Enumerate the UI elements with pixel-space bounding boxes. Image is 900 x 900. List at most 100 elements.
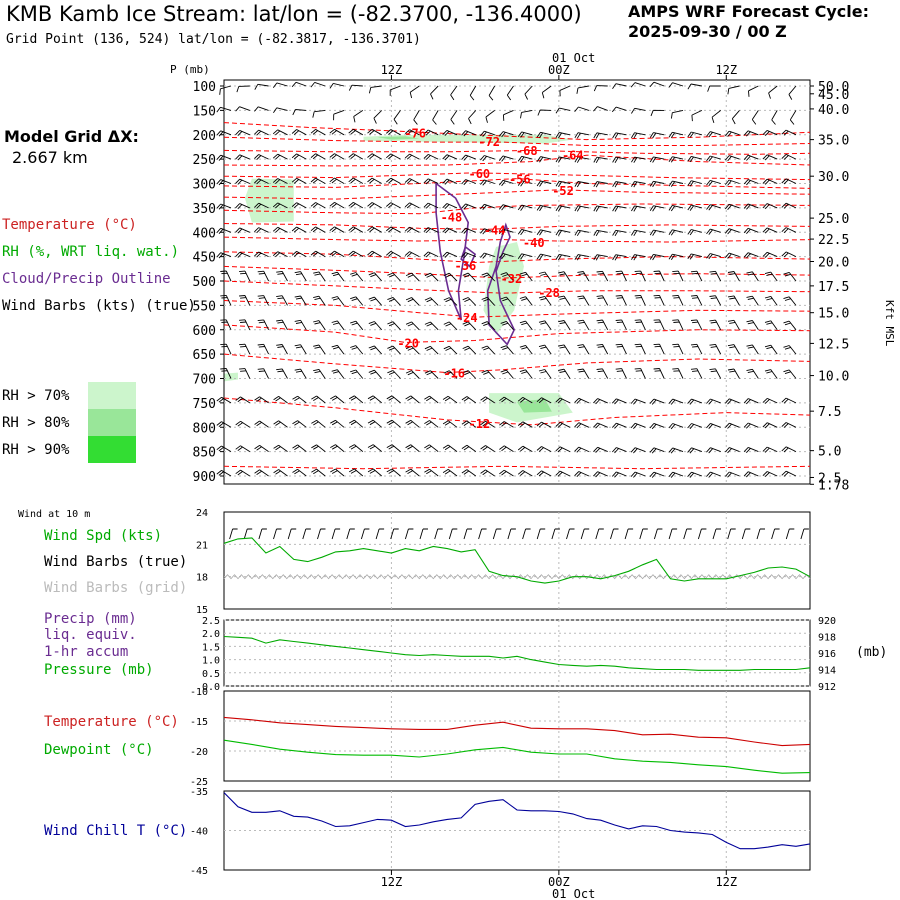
wind-barb-17 bbox=[541, 85, 552, 99]
wind-barb-48 bbox=[537, 109, 552, 116]
wind-barb-222 bbox=[310, 250, 326, 257]
wind-barb-237 bbox=[593, 254, 608, 261]
wind-barb-211 bbox=[687, 229, 703, 236]
surface-wind-barb-2 bbox=[258, 528, 267, 540]
wind-barb-335 bbox=[690, 319, 703, 331]
legend-precip: Precip (mm) bbox=[44, 611, 137, 627]
wind-barb-360 bbox=[577, 344, 590, 355]
wind-barb-515 bbox=[574, 471, 590, 478]
wind-barb-185 bbox=[781, 202, 797, 209]
pressure-axis-label: P (mb) bbox=[170, 63, 210, 76]
wind-barb-14 bbox=[488, 85, 496, 101]
wind-barb-5 bbox=[310, 81, 326, 88]
temp-contour-20 bbox=[223, 324, 811, 343]
temp-contour-12 bbox=[223, 397, 811, 426]
wind-barb-422 bbox=[574, 397, 590, 404]
wind-barb-83 bbox=[612, 132, 627, 139]
wind-barb-36 bbox=[312, 109, 326, 118]
wind-barb-500 bbox=[292, 468, 307, 477]
wind-barb-509 bbox=[461, 469, 477, 477]
wind-barb-104 bbox=[423, 153, 439, 160]
wind-barb-57 bbox=[711, 110, 721, 124]
temp-contour-label-1: -72 bbox=[478, 135, 500, 149]
wind-barb-94 bbox=[235, 154, 250, 161]
wind-barb-271 bbox=[653, 270, 665, 282]
temp-dewpoint-panel-series-0 bbox=[223, 716, 811, 747]
temp-dewpoint-panel-frame bbox=[223, 690, 811, 782]
wind-barb-255 bbox=[350, 272, 364, 282]
temp-contour-24 bbox=[223, 300, 811, 318]
wind-barb-257 bbox=[387, 272, 401, 282]
wind-barb-42 bbox=[432, 110, 439, 125]
surface-wind-barb-33 bbox=[712, 528, 721, 540]
wind-barb-260 bbox=[443, 272, 458, 282]
wind10m-panel-ytick-label-2: 21 bbox=[196, 540, 208, 551]
wind-barb-384 bbox=[443, 370, 458, 379]
wind-barb-155 bbox=[216, 203, 232, 210]
wind-barb-425 bbox=[630, 398, 646, 405]
pressure-right-tick-label-0: 912 bbox=[818, 682, 836, 693]
wind-barb-497 bbox=[235, 469, 251, 477]
surface-wind-barb-32 bbox=[697, 528, 707, 540]
wind-barb-46 bbox=[502, 109, 514, 121]
wind-barb-171 bbox=[517, 204, 533, 211]
legend-rh80-swatch bbox=[88, 409, 136, 436]
height-tick-label-10: 12.5 bbox=[818, 337, 849, 352]
wind-barb-373 bbox=[239, 368, 251, 379]
wind-barb-420 bbox=[536, 397, 552, 404]
wind-barb-199 bbox=[461, 227, 476, 234]
temp-contour-label-13: -24 bbox=[456, 311, 478, 325]
wind-barb-301 bbox=[634, 294, 646, 306]
wind-barb-329 bbox=[577, 319, 590, 331]
temp-contour-44 bbox=[223, 223, 811, 230]
wind-barb-244 bbox=[724, 252, 740, 259]
wind-barb-31 bbox=[216, 106, 232, 113]
wind-barb-74 bbox=[442, 129, 458, 136]
precip-pressure-panel: 0.0 0.5 1.0 1.5 2.0 2.5 912 914 916 918 920 bbox=[202, 616, 836, 693]
wind-barb-437 bbox=[273, 420, 288, 428]
wind-barb-85 bbox=[649, 132, 665, 139]
wind-barb-220 bbox=[272, 251, 288, 258]
wind-barb-323 bbox=[462, 321, 477, 331]
wind-barb-472 bbox=[348, 444, 364, 452]
surface-wind-barb-11 bbox=[390, 528, 399, 540]
wind-barb-435 bbox=[235, 420, 251, 428]
wind-barb-506 bbox=[405, 468, 420, 477]
wind-barb-286 bbox=[350, 296, 364, 306]
wind-barb-190 bbox=[291, 226, 307, 233]
wind-barb-303 bbox=[672, 294, 684, 306]
rh-region-3 bbox=[244, 178, 294, 223]
surface-wind-barb-19 bbox=[507, 528, 516, 540]
wind-barb-95 bbox=[254, 154, 269, 161]
wind-barb-225 bbox=[367, 250, 382, 257]
pressure-tick-label-350: 350 bbox=[193, 202, 216, 217]
surface-wind-barb-7 bbox=[331, 528, 341, 540]
wind-barb-70 bbox=[367, 128, 382, 136]
pressure-right-tick-label-4: 920 bbox=[818, 616, 836, 627]
wind-barb-486 bbox=[611, 447, 627, 454]
model-grid-value: 2.667 km bbox=[12, 148, 88, 167]
wind-barb-115 bbox=[631, 156, 646, 163]
surface-wind-barb-18 bbox=[492, 528, 502, 540]
wind-barb-276 bbox=[746, 271, 759, 282]
wind-barb-208 bbox=[631, 229, 646, 237]
legend-wind-barbs-grid: Wind Barbs (grid) bbox=[44, 580, 188, 596]
wind-barb-525 bbox=[762, 471, 778, 478]
wind-barb-330 bbox=[596, 319, 609, 331]
wind-barb-245 bbox=[743, 252, 759, 259]
wind-barb-146 bbox=[631, 181, 646, 188]
temp-contour-label-4: -60 bbox=[468, 167, 490, 181]
pressure-right-tick-label-1: 914 bbox=[818, 666, 836, 677]
wind-barb-258 bbox=[405, 272, 420, 282]
forecast-cycle-value: 2025-09-30 / 00 Z bbox=[628, 22, 787, 41]
wind-barb-254 bbox=[331, 271, 345, 282]
wind-barb-496 bbox=[216, 470, 232, 477]
legend-precip-liq: liq. equiv. bbox=[44, 627, 137, 643]
height-tick-label-2: 40.0 bbox=[818, 103, 849, 118]
wind-barb-376 bbox=[294, 368, 307, 379]
wind-barb-144 bbox=[593, 181, 608, 188]
wind-barb-505 bbox=[386, 468, 401, 477]
wind-barb-133 bbox=[386, 177, 401, 184]
wind-barb-261 bbox=[462, 272, 477, 282]
wind-barb-174 bbox=[574, 205, 589, 212]
